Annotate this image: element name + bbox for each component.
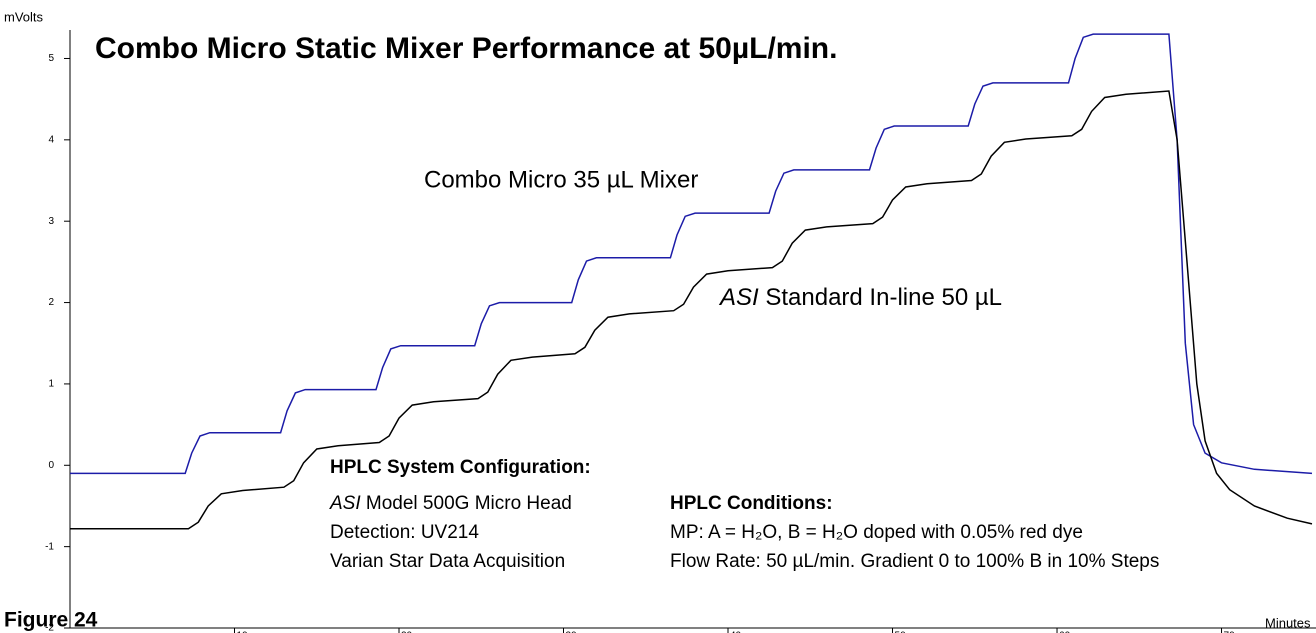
y-tick-label: 0 [48,460,54,471]
x-tick-label: 20 [401,631,413,633]
note-italic: ASI [329,493,361,514]
note-line: ASI Model 500G Micro Head [329,493,572,514]
x-tick-label: 60 [1059,631,1071,633]
x-tick-label: 50 [895,631,907,633]
y-tick-label: 2 [48,297,54,308]
note-heading: HPLC System Configuration: [330,457,591,478]
y-axis-label: mVolts [4,9,44,24]
y-tick-label: 4 [48,134,54,145]
y-tick-label: 3 [48,216,54,227]
series-line [70,90,1313,530]
series-label: Combo Micro 35 µL Mixer [424,166,698,193]
note-line: Detection: UV214 [330,522,479,543]
chart-title: Combo Micro Static Mixer Performance at … [95,32,837,65]
note-line: Varian Star Data Acquisition [330,551,565,572]
series-line [70,33,1313,475]
y-tick-label: -1 [45,541,54,552]
y-tick-label: 5 [48,53,54,64]
series-label-text: Standard In-line 50 µL [765,284,1002,311]
note-line: MP: A = H₂O, B = H₂O doped with 0.05% re… [670,522,1083,543]
x-tick-label: 10 [237,631,249,633]
note-line: Flow Rate: 50 µL/min. Gradient 0 to 100%… [670,551,1159,572]
x-tick-label: 40 [730,631,742,633]
figure-label: Figure 24 [4,609,98,632]
note-text: Model 500G Micro Head [366,493,572,514]
note-heading: HPLC Conditions: [670,493,833,514]
x-axis-label: Minutes [1265,615,1311,630]
x-tick-label: 70 [1224,631,1236,633]
x-tick-label: 30 [566,631,578,633]
y-tick-label: 1 [48,379,54,390]
series-label-italic: ASI [718,284,759,311]
y-tick-label: -2 [45,623,54,633]
series-label: ASI Standard In-line 50 µL [718,284,1002,311]
